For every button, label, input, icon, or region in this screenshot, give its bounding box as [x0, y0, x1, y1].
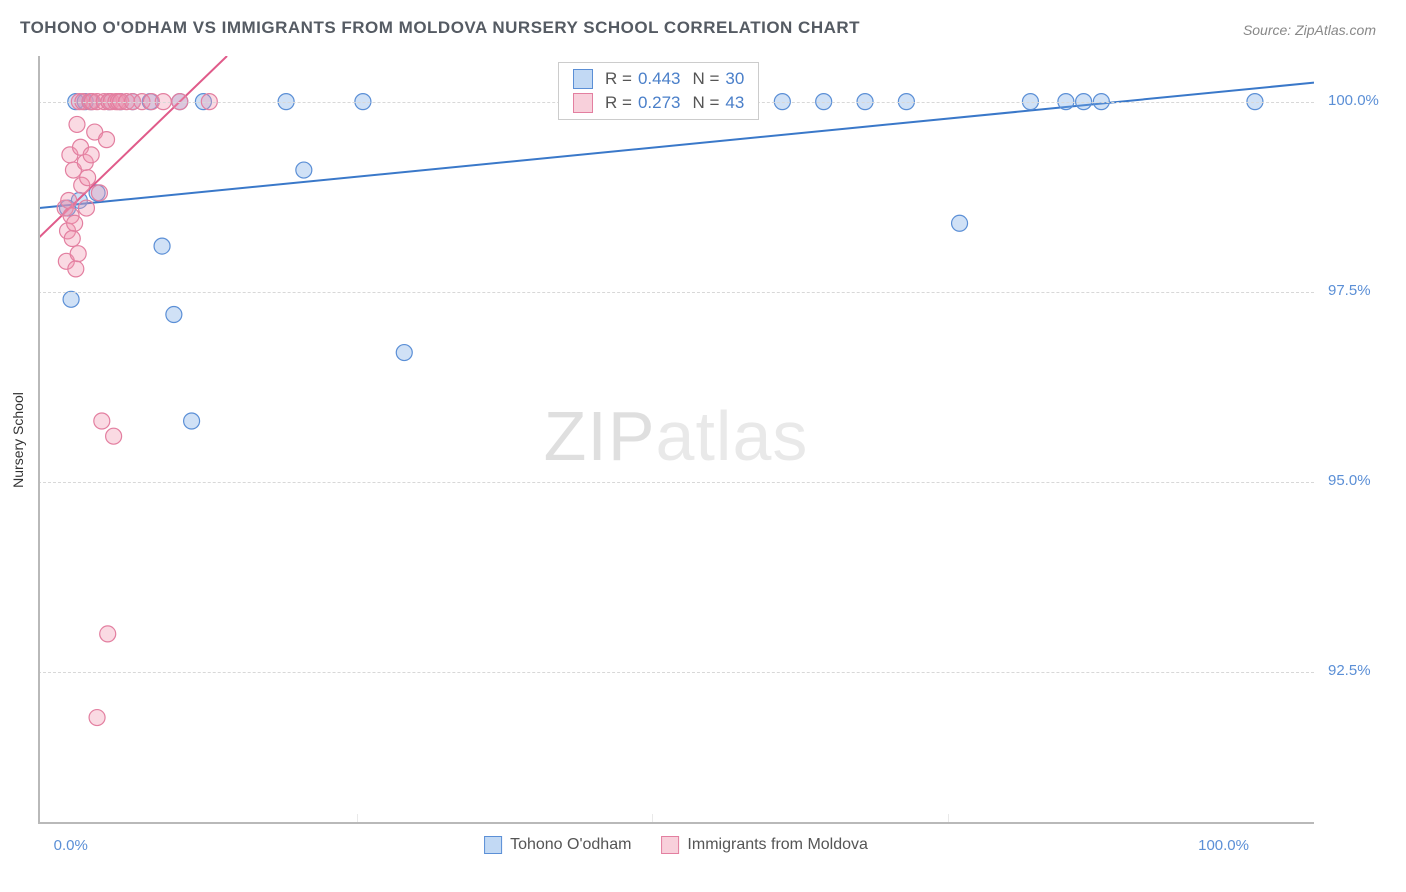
- data-point: [80, 170, 96, 186]
- chart-plot-area: Nursery School ZIPatlas 92.5%95.0%97.5%1…: [38, 56, 1314, 824]
- data-point: [78, 200, 94, 216]
- legend-swatch: [573, 93, 593, 113]
- legend-item: Immigrants from Moldova: [661, 836, 868, 854]
- series-legend: Tohono O'odham Immigrants from Moldova: [484, 836, 868, 854]
- data-point: [396, 345, 412, 361]
- data-point: [296, 162, 312, 178]
- gridline-horizontal: [38, 672, 1314, 673]
- y-tick-label: 95.0%: [1328, 472, 1398, 489]
- y-tick-label: 92.5%: [1328, 662, 1398, 679]
- x-tick-label: 100.0%: [1198, 837, 1249, 854]
- data-point: [70, 246, 86, 262]
- legend-swatch: [573, 69, 593, 89]
- data-point: [89, 710, 105, 726]
- data-point: [83, 147, 99, 163]
- data-point: [106, 428, 122, 444]
- data-point: [63, 291, 79, 307]
- data-point: [99, 132, 115, 148]
- stats-legend-box: R =0.443 N =30 R =0.273 N =43: [558, 62, 759, 120]
- data-point: [952, 215, 968, 231]
- legend-stat-n: N =30: [692, 69, 744, 89]
- legend-swatch: [484, 836, 502, 854]
- x-tick-label: 0.0%: [54, 837, 88, 854]
- legend-label: Immigrants from Moldova: [687, 836, 868, 854]
- legend-stat-r: R =0.443: [605, 69, 680, 89]
- gridline-horizontal: [38, 292, 1314, 293]
- y-tick-label: 100.0%: [1328, 92, 1398, 109]
- data-point: [100, 626, 116, 642]
- data-point: [91, 185, 107, 201]
- data-point: [166, 307, 182, 323]
- legend-item: Tohono O'odham: [484, 836, 631, 854]
- legend-stat-r: R =0.273: [605, 93, 680, 113]
- data-point: [184, 413, 200, 429]
- legend-label: Tohono O'odham: [510, 836, 631, 854]
- y-axis-label: Nursery School: [10, 392, 26, 488]
- legend-swatch: [661, 836, 679, 854]
- data-point: [154, 238, 170, 254]
- chart-title: TOHONO O'ODHAM VS IMMIGRANTS FROM MOLDOV…: [20, 18, 860, 38]
- data-point: [67, 215, 83, 231]
- data-point: [61, 192, 77, 208]
- legend-stat-n: N =43: [692, 93, 744, 113]
- data-point: [68, 261, 84, 277]
- data-point: [69, 116, 85, 132]
- x-axis-line: [38, 822, 1314, 824]
- stats-legend-row: R =0.443 N =30: [573, 69, 744, 89]
- data-point: [94, 413, 110, 429]
- y-tick-label: 97.5%: [1328, 282, 1398, 299]
- chart-container: TOHONO O'ODHAM VS IMMIGRANTS FROM MOLDOV…: [0, 0, 1406, 892]
- source-attribution: Source: ZipAtlas.com: [1243, 22, 1376, 38]
- stats-legend-row: R =0.273 N =43: [573, 93, 744, 113]
- gridline-horizontal: [38, 482, 1314, 483]
- y-axis-line: [38, 56, 40, 824]
- scatter-plot-svg: [38, 56, 1314, 824]
- data-point: [64, 230, 80, 246]
